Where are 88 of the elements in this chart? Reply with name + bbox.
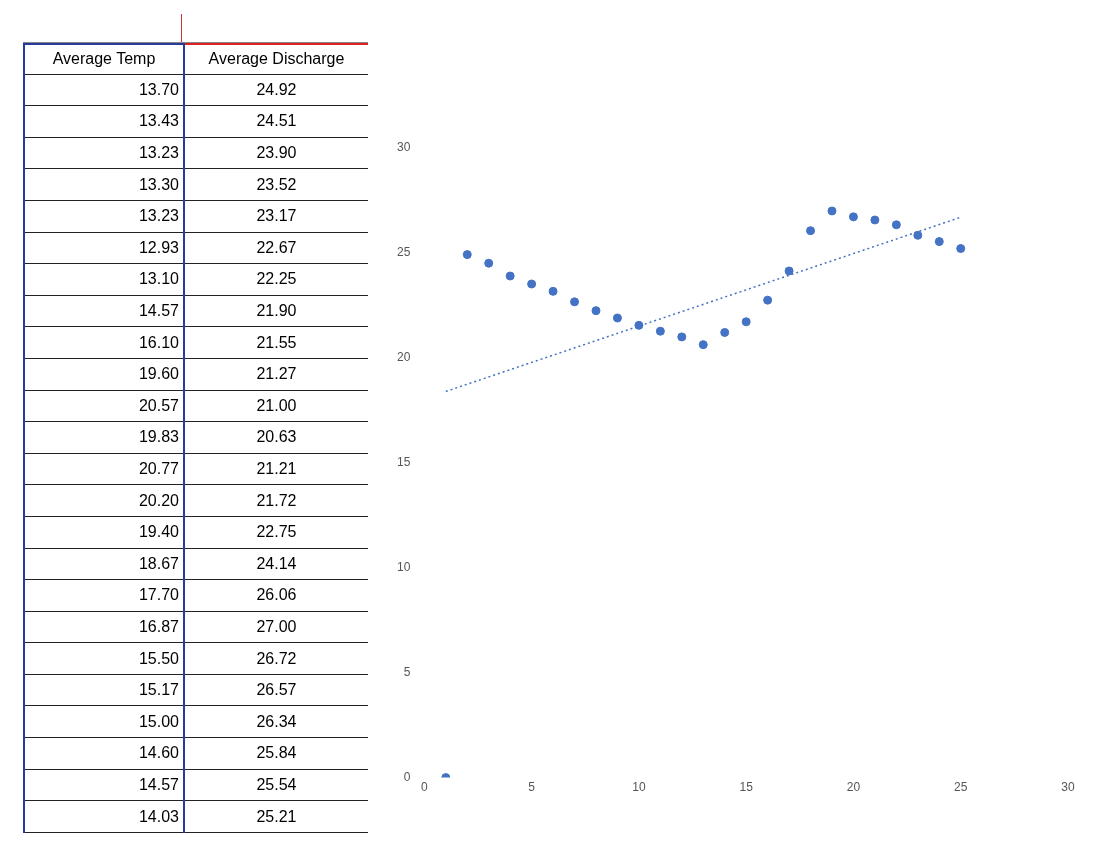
data-label: 13.23 (25, 200, 183, 233)
point (870, 215, 880, 225)
text: 25.54 (256, 775, 297, 793)
point (698, 340, 708, 350)
data-label: 18.67 (25, 548, 183, 581)
x-tick-label: 0 (421, 780, 428, 795)
point (763, 295, 773, 305)
x-tick-label: 30 (1061, 780, 1075, 795)
text: 23.17 (256, 207, 297, 225)
data-label: 13.30 (25, 169, 183, 201)
data-label: 20.77 (25, 453, 183, 486)
y-tick-label: 10 (396, 560, 411, 575)
point (891, 220, 901, 230)
text: 22.75 (256, 523, 297, 541)
point (570, 297, 580, 307)
x-tick-label: 15 (739, 780, 754, 795)
text: 21.90 (256, 302, 297, 320)
point (655, 326, 665, 336)
text: 23.52 (256, 175, 297, 193)
data-label: 15.17 (25, 674, 183, 707)
text: 21.21 (256, 460, 297, 478)
x-tick-label: 20 (846, 780, 861, 795)
point (806, 226, 816, 236)
point (548, 286, 558, 296)
point (720, 327, 730, 337)
text: 23.90 (256, 144, 297, 162)
text: 21.55 (256, 333, 297, 351)
data-label: 15.50 (25, 643, 183, 675)
text: 21.00 (256, 396, 297, 414)
point (913, 230, 923, 240)
y-tick-label: 30 (396, 140, 411, 155)
data-label: 13.70 (25, 74, 183, 107)
point (462, 250, 472, 260)
point (591, 306, 601, 316)
point (612, 313, 622, 323)
point (784, 266, 794, 276)
text: Average Temp (25, 43, 183, 75)
data-label: 17.70 (25, 580, 183, 612)
point (527, 279, 537, 289)
data-label: 13.43 (25, 106, 183, 138)
point (848, 212, 858, 222)
data-label: 20.20 (25, 485, 183, 517)
point (956, 244, 966, 254)
point (677, 332, 687, 342)
y-tick-label: 25 (396, 245, 411, 260)
text: 20.63 (256, 428, 297, 446)
text: 25.84 (256, 744, 297, 762)
text: 26.57 (256, 681, 297, 699)
text: 24.51 (256, 112, 297, 130)
y-tick-label: 15 (396, 455, 411, 470)
text: 22.25 (256, 270, 297, 288)
point (741, 317, 751, 327)
data-label: 19.40 (25, 516, 183, 549)
text: 26.72 (256, 649, 297, 667)
text: 21.72 (256, 491, 297, 509)
data-label: 13.23 (25, 137, 183, 170)
data-label: 16.87 (25, 611, 183, 644)
point (634, 320, 644, 330)
text: 21.27 (256, 365, 297, 383)
data-label: 13.10 (25, 264, 183, 296)
text: Average Discharge (208, 50, 345, 68)
data-label: 16.10 (25, 327, 183, 359)
point (505, 271, 515, 281)
y-tick-label: 5 (403, 664, 411, 679)
text: 24.14 (256, 554, 297, 572)
data-label: 14.03 (25, 801, 183, 833)
point (827, 206, 837, 216)
x-tick-label: 10 (632, 780, 646, 795)
data-label: 15.00 (25, 706, 183, 739)
text: 26.06 (256, 586, 297, 604)
data-label: 14.57 (25, 295, 183, 328)
y-tick-label: 0 (403, 769, 411, 784)
data-label: 20.57 (25, 390, 183, 423)
data-label: 14.60 (25, 738, 183, 770)
text: 24.92 (256, 80, 297, 98)
point (484, 258, 494, 268)
text: 22.67 (256, 238, 297, 256)
data-label: 12.93 (25, 232, 183, 265)
text: 27.00 (256, 617, 297, 635)
x-tick-label: 25 (954, 780, 968, 795)
y-tick-label: 20 (396, 350, 411, 365)
x-tick-label: 5 (528, 780, 536, 795)
text: 26.34 (256, 712, 297, 730)
text: 25.21 (256, 807, 297, 825)
data-label: 19.60 (25, 358, 183, 391)
data-label: 19.83 (25, 422, 183, 454)
data-label: 14.57 (25, 769, 183, 802)
point (934, 237, 944, 247)
